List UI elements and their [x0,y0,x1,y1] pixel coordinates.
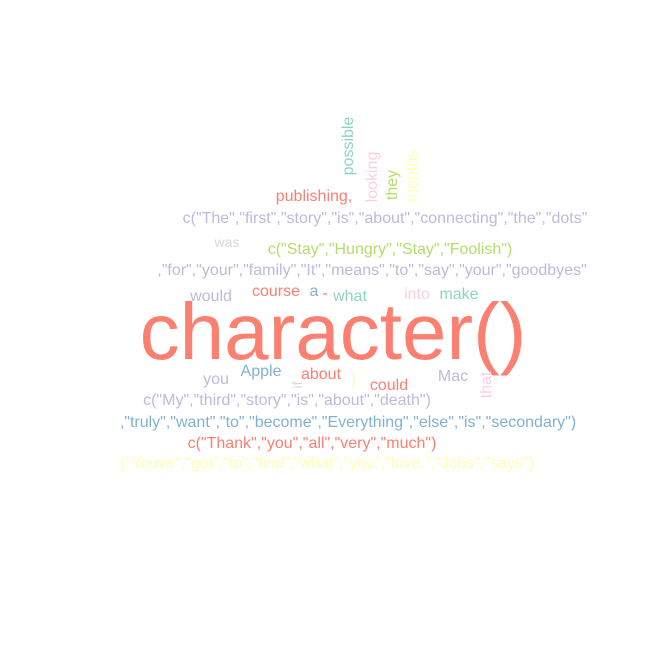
word-was: was [214,234,240,250]
word-apple: Apple [240,363,282,380]
word-dash: - [322,285,328,302]
word-looking: looking [364,151,381,203]
word-thank-you: c("Thank","you","all","very","much") [187,435,437,452]
word-possible: possible [340,116,357,176]
word-truly-want: ,"truly","want","to","become","Everythin… [119,414,577,431]
word-they: they [384,169,401,201]
word-course: course [251,283,301,300]
word-third-story: c("My","third","story","is","about","dea… [143,392,431,409]
word-into: into [404,286,430,303]
word-paren: ) [350,371,356,388]
word-first-story: c("The","first","story","is","about","co… [182,210,588,227]
word-stay-hungry: c("Stay","Hungry","Stay","Foolish") [267,241,513,258]
word-character: character() [139,287,527,376]
word-about: about [300,366,342,383]
word-would: would [190,288,232,305]
word-mac: Mac [437,368,469,385]
word-publishing: publishing, [275,188,353,205]
word-make: make [439,286,479,303]
word-that: that [478,371,495,399]
word-could: could [369,377,409,394]
word-you: you [203,371,229,388]
word-months: months [404,149,421,203]
word-youve-got: ("Youve","got","to","find","what","you",… [120,455,534,472]
word-what: what [333,288,367,305]
word-family-goodbyes: ,"for","your","family","It","means","to"… [157,262,587,279]
word-a: a [309,283,319,300]
